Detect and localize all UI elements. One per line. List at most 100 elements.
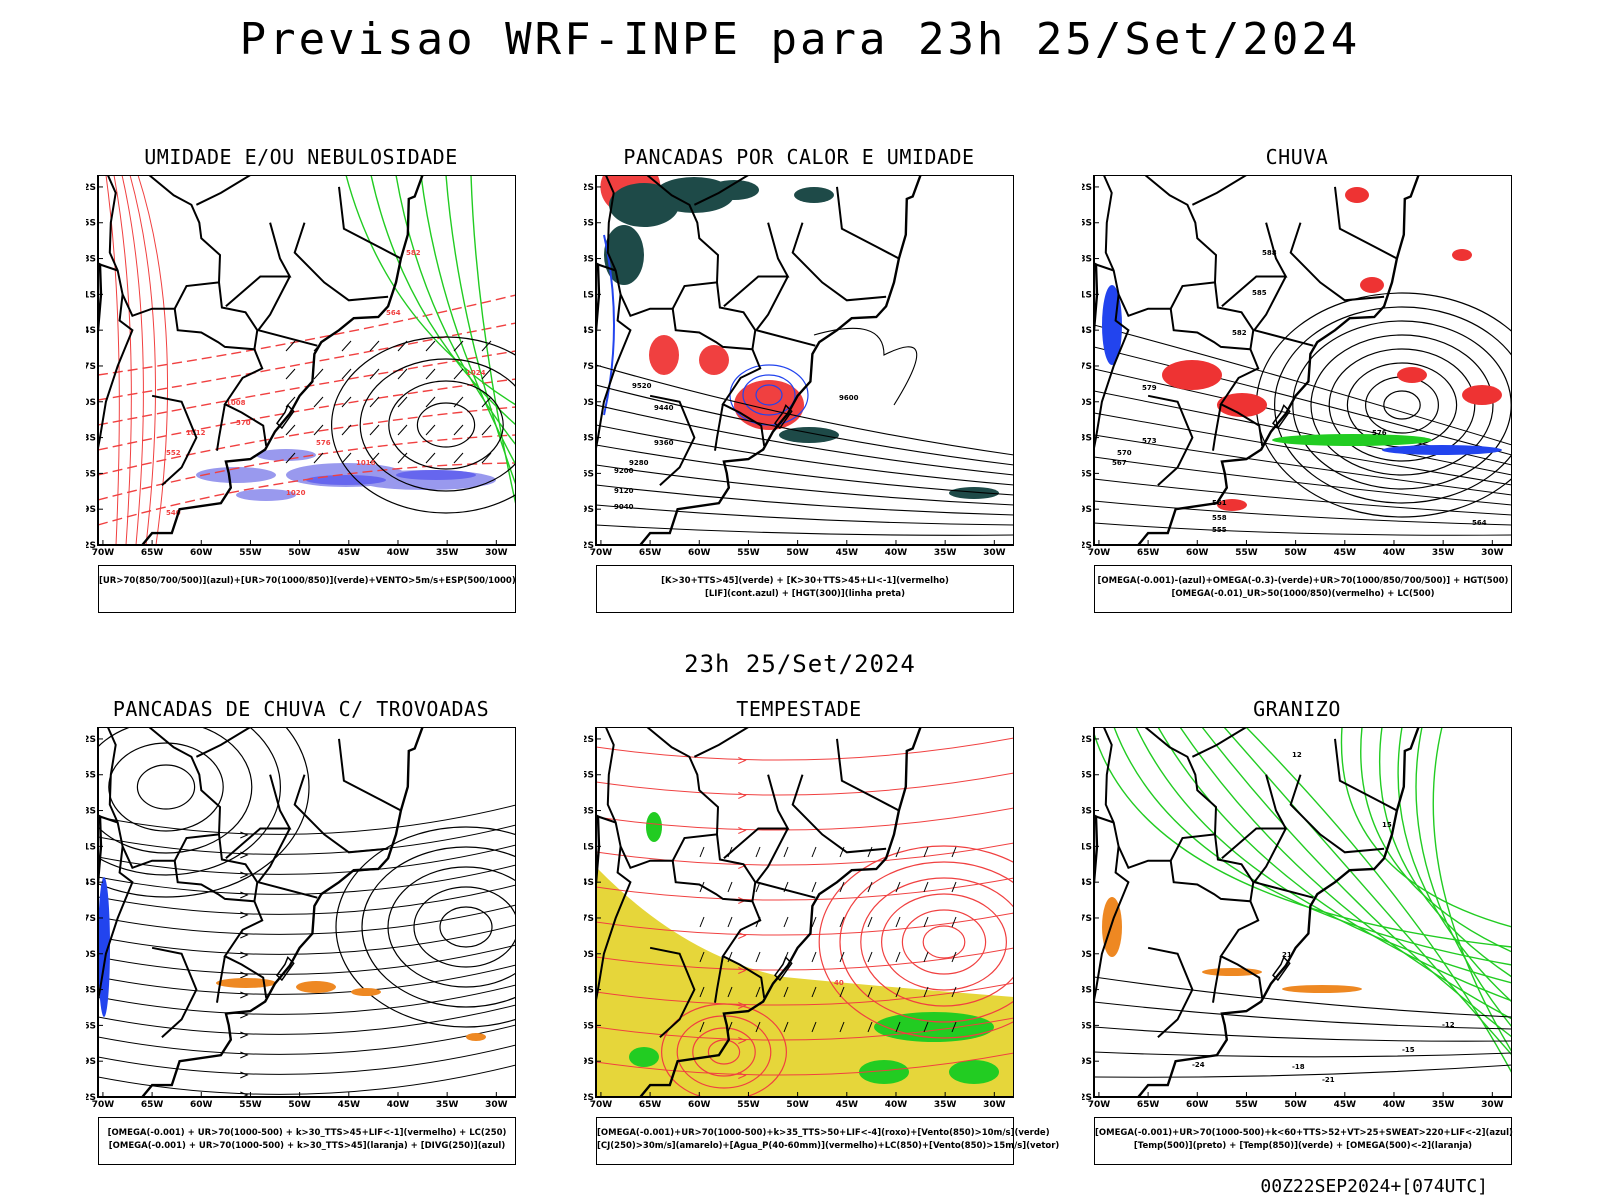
height-contour [1094,456,1512,506]
wind-vector [951,951,957,963]
pressure-isobar [388,380,504,470]
instability-area-red [699,345,729,375]
lon-label: 60W [190,1100,213,1110]
storm-area-orange [466,1033,486,1041]
country-border [1094,294,1130,454]
height-contour [1094,434,1512,496]
streamline-arrow [738,1037,747,1044]
contour-label: 567 [1112,459,1127,467]
field-layer: -12 -15 -18 -21 -24 21 15 12 [1094,727,1512,1084]
humidity-patch-blue [196,467,276,483]
instability-area-red [649,335,679,375]
thickness-contour [121,175,144,545]
temperature-850-contour [1113,727,1512,966]
contour-label: -12 [1442,1021,1455,1029]
height-contour [1383,390,1421,420]
streamline-arrow [240,971,249,979]
lat-label: 12S [86,183,96,193]
humidity-contour-green [445,175,516,486]
country-border [338,186,402,260]
lon-label: 40W [885,1100,908,1110]
streamline-arrow [240,1031,249,1039]
panel-legend: [OMEGA(-0.001)+UR>70(1000-500)+k<60+TTS>… [1094,1117,1513,1165]
wind-vector [313,452,324,464]
lat-label: 30S [1082,398,1092,408]
wind-vector [867,986,873,998]
instability-area-teal [949,487,999,499]
main-title: Previsao WRF-INPE para 23h 25/Set/2024 [239,14,1361,65]
panel-chuva: CHUVA 588 585 582 579 576 573 570 567 564 561 558 5… [1082,145,1512,625]
lon-label: 35W [436,1100,459,1110]
wind-vector [755,951,761,963]
country-border [1212,404,1222,451]
contour-label: 21 [1282,951,1292,959]
lat-label: 42S [1082,541,1092,551]
lat-label: 21S [86,842,96,852]
height-contour [1094,324,1512,446]
lon-label: 55W [1235,548,1258,558]
wind-vector [369,452,380,464]
contour-label: 9360 [654,439,674,447]
panel-legend: [UR>70(850/700/500)](azul)+[UR>70(1000/8… [98,565,516,613]
wind-vector [285,452,296,464]
legend-line: [LIF](cont.azul) + [HGT(300)](linha pret… [704,589,906,599]
wind-vector [895,916,901,928]
lat-label: 15S [584,219,594,229]
lat-label: 36S [584,1021,594,1031]
wind-vector [811,1021,817,1033]
lat-label: 21S [1082,290,1092,300]
streamline-arrow [738,792,747,799]
lat-label: 39S [86,1057,96,1067]
country-border [671,282,757,351]
wind-vector [481,396,492,408]
contour-label: 570 [1117,449,1132,457]
country-border [1169,834,1255,903]
lon-label: 40W [387,548,410,558]
streamline-loop-red [692,1027,756,1077]
lifted-index-contour [755,384,783,406]
lat-label: 30S [86,950,96,960]
contour-label: 9440 [654,404,674,412]
wind-vector [867,846,873,858]
legend-line: [OMEGA(-0.001)+UR>70(1000-500)+k>35_TTS>… [597,1128,1050,1138]
wind-vector [951,881,957,893]
lat-label: 21S [86,290,96,300]
height-contour [1310,334,1494,476]
wind-vector [313,368,324,380]
contour-label: -24 [1192,1061,1205,1069]
country-border [173,834,259,903]
instability-area-teal [709,180,759,200]
lon-label: 65W [639,1100,662,1110]
contour-label: 1012 [186,429,206,437]
country-border [1212,956,1222,1003]
country-border [151,946,198,1039]
pressure-isobar [416,402,476,448]
wind-vector [425,340,436,352]
lat-label: 15S [1082,771,1092,781]
contour-label: 588 [1262,249,1277,257]
lon-label: 45W [836,1100,859,1110]
country-border [1094,846,1130,1006]
legend-line: [CJ(250)>30m/s](amarelo)+[Agua_P(40-60mm… [597,1141,1060,1151]
wind-vector [453,424,464,436]
lat-label: 36S [86,469,96,479]
wind-vector [397,424,408,436]
streamline-loop-red [860,877,1014,1007]
wind-vector [811,986,817,998]
lon-label: 70W [92,1100,115,1110]
wind-vector [923,916,929,928]
lat-label: 12S [1082,735,1092,745]
country-border [1334,186,1398,260]
wind-vector [699,986,705,998]
streamline-arrow [738,967,747,974]
temperature-850-contour [1094,730,1512,948]
contour-label: 9520 [632,382,652,390]
lat-label: 15S [86,771,96,781]
contour-label: 564 [1472,519,1487,527]
lat-label: 33S [86,986,96,996]
lat-label: 12S [584,735,594,745]
wind-vector [453,340,464,352]
geography-layer [596,175,922,545]
contour-label: 9200 [614,467,634,475]
geography-layer [98,175,424,545]
